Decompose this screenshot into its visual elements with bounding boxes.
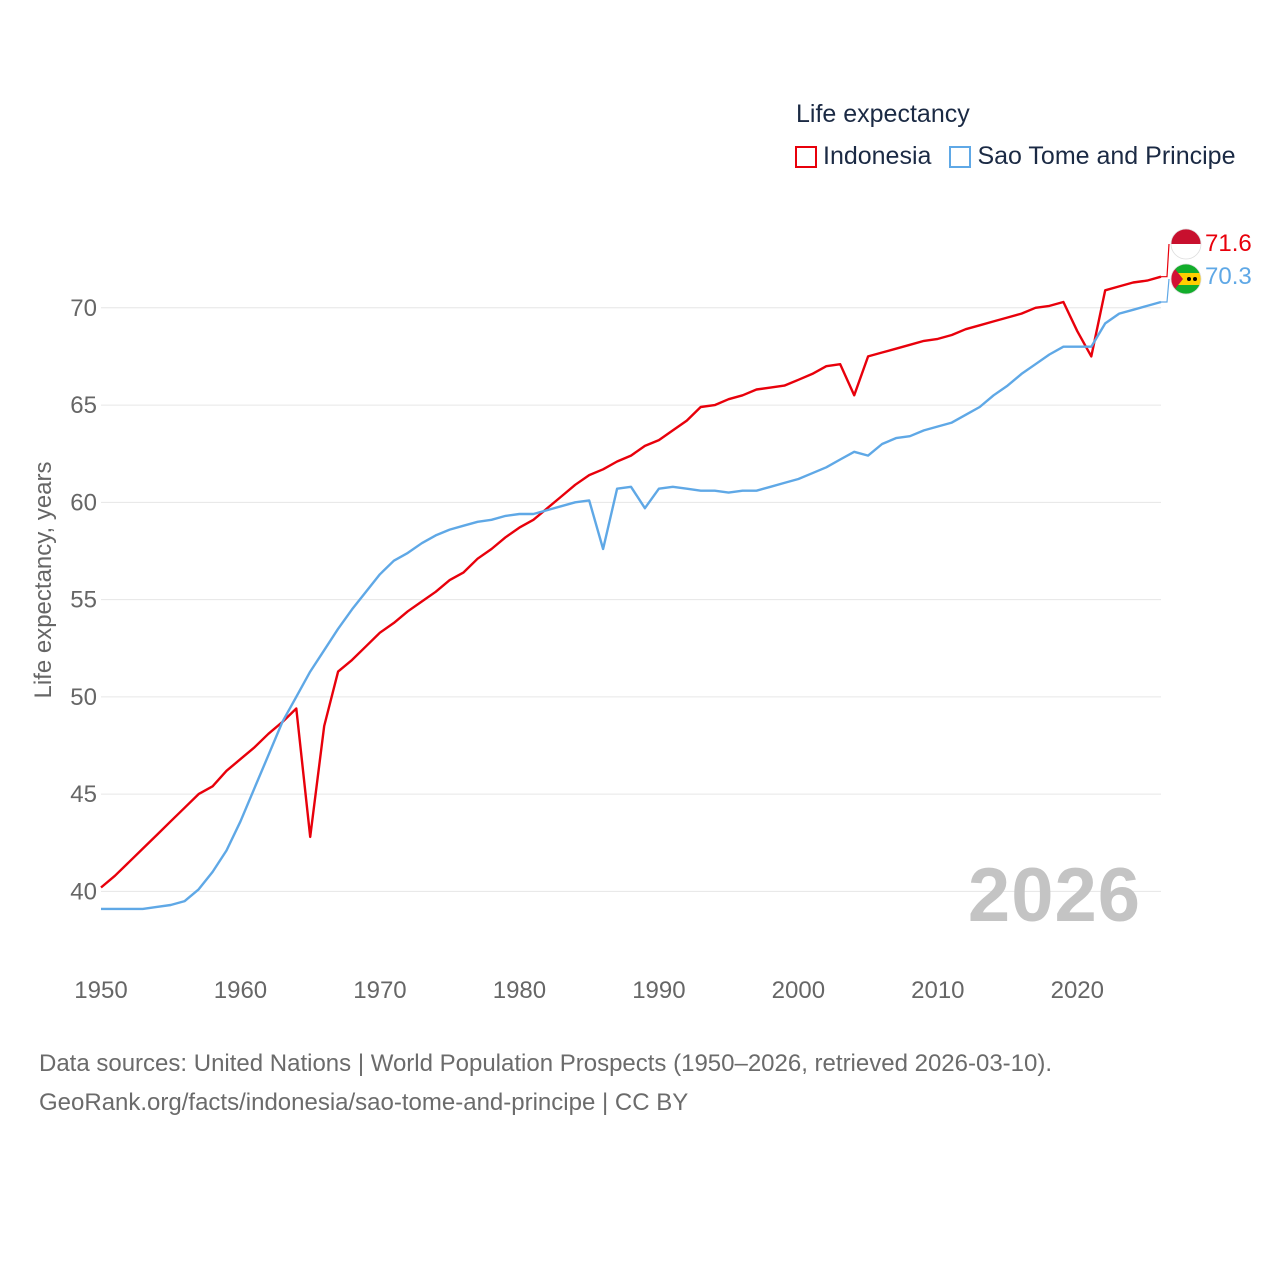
- sources-line: Data sources: United Nations | World Pop…: [39, 1050, 1053, 1077]
- end-value-label: 71.6: [1205, 230, 1252, 257]
- leader-line: [1161, 243, 1170, 278]
- legend-item-sao-tome[interactable]: Sao Tome and Principe: [949, 142, 1235, 171]
- x-tick-label: 1960: [214, 977, 267, 1004]
- y-tick-label: 60: [70, 489, 97, 516]
- x-tick-label: 2020: [1051, 977, 1104, 1004]
- end-value-label: 70.3: [1205, 263, 1252, 290]
- current-year-watermark: 2026: [967, 853, 1141, 938]
- axes: 40 45 50 55 60 65 70 1950 1960 1970 1980 1990 2000 20…: [70, 295, 1104, 1004]
- gridlines: [101, 307, 1161, 892]
- x-tick-label: 1980: [493, 977, 546, 1004]
- x-tick-label: 1990: [632, 977, 685, 1004]
- y-tick-label: 70: [70, 295, 97, 322]
- y-tick-label: 50: [70, 684, 97, 711]
- y-tick-label: 40: [70, 878, 97, 905]
- legend-label-sao-tome: Sao Tome and Principe: [977, 142, 1236, 170]
- y-tick-label: 65: [70, 392, 97, 419]
- legend-swatch-sao-tome: [949, 145, 972, 168]
- series-line-indonesia[interactable]: [100, 275, 1162, 889]
- series-lines: [100, 275, 1162, 911]
- x-tick-label: 2010: [911, 977, 964, 1004]
- legend-item-indonesia[interactable]: Indonesia: [795, 142, 931, 171]
- x-tick-label: 1970: [353, 977, 406, 1004]
- y-axis-label: Life expectancy, years: [30, 461, 57, 698]
- legend-swatch-indonesia: [795, 145, 817, 168]
- end-markers: 71.6 70.3: [1161, 228, 1252, 303]
- legend: Indonesia Sao Tome and Principe: [795, 142, 1253, 171]
- leader-line: [1161, 278, 1170, 303]
- series-line-sao-tome[interactable]: [101, 300, 1162, 911]
- x-tick-label: 2000: [772, 977, 825, 1004]
- data-sources: Data sources: United Nations | World Pop…: [39, 1044, 1052, 1122]
- attribution-line[interactable]: GeoRank.org/facts/indonesia/sao-tome-and…: [39, 1089, 689, 1116]
- y-tick-label: 55: [70, 587, 97, 614]
- sao-tome-flag-icon: [1170, 263, 1202, 295]
- legend-label-indonesia: Indonesia: [823, 142, 932, 170]
- y-tick-label: 45: [70, 781, 97, 808]
- legend-title: Life expectancy: [796, 100, 970, 128]
- indonesia-flag-icon: [1170, 228, 1202, 260]
- x-tick-label: 1950: [74, 977, 127, 1004]
